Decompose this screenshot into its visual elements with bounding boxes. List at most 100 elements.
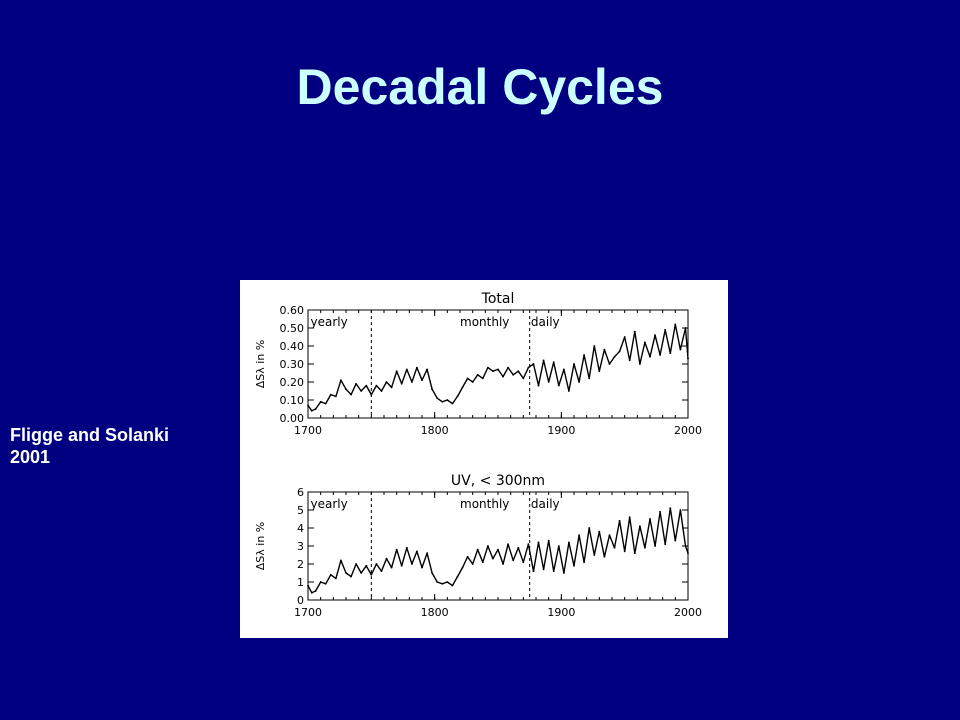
data-point — [654, 334, 656, 337]
data-point — [487, 545, 489, 547]
data-point — [557, 545, 560, 547]
data-point — [527, 366, 530, 369]
data-point — [608, 534, 611, 537]
y-axis-label: ΔSλ in % — [254, 522, 267, 571]
data-point — [684, 545, 687, 547]
data-point — [502, 375, 504, 378]
data-point — [522, 561, 525, 564]
data-point — [405, 368, 408, 371]
data-point — [497, 368, 499, 371]
data-point — [537, 384, 540, 387]
data-point — [507, 366, 509, 369]
data-point — [659, 510, 661, 513]
data-point — [669, 352, 672, 355]
data-point — [568, 541, 570, 544]
data-point — [360, 572, 363, 574]
data-point — [476, 373, 479, 376]
data-point — [395, 370, 398, 373]
data-point — [481, 377, 484, 380]
y-tick-label: 0 — [297, 594, 304, 607]
data-point — [314, 590, 317, 592]
data-point — [603, 348, 606, 351]
data-point — [411, 381, 413, 383]
data-point — [345, 572, 347, 574]
data-point — [542, 568, 545, 571]
data-point — [395, 548, 398, 551]
data-point — [644, 341, 646, 344]
data-point — [431, 388, 433, 391]
y-tick-label: 0.20 — [280, 376, 305, 389]
data-point — [421, 379, 423, 382]
data-point — [542, 359, 545, 362]
region-label-monthly: monthly — [460, 497, 509, 511]
data-point — [557, 384, 560, 387]
data-point — [350, 575, 352, 578]
data-point — [456, 395, 459, 398]
data-point — [461, 386, 464, 389]
data-point — [512, 373, 515, 376]
data-point — [517, 370, 520, 373]
data-point — [416, 366, 418, 369]
data-point — [421, 566, 423, 569]
data-point — [628, 359, 631, 362]
data-point — [552, 361, 555, 364]
data-point — [441, 582, 444, 585]
data-point — [345, 388, 347, 391]
y-tick-label: 0.50 — [280, 322, 305, 335]
data-point — [456, 575, 459, 578]
figure-panel: Total 1700 1800 1900 2000 0.00 0.10 0.20 0.30 0.4… — [240, 280, 728, 638]
data-point — [324, 402, 327, 405]
y-tick-label: 4 — [297, 522, 304, 535]
data-point — [563, 572, 565, 574]
y-tick-label: 0.10 — [280, 394, 305, 407]
data-point — [613, 546, 616, 549]
data-point — [355, 563, 357, 565]
data-point — [679, 348, 682, 351]
y-tick-label: 6 — [297, 486, 304, 499]
data-point — [684, 327, 687, 329]
data-point — [659, 354, 661, 356]
region-label-daily: daily — [531, 315, 560, 329]
data-point — [400, 382, 403, 385]
data-point — [522, 377, 525, 380]
citation-authors: Fligge and Solanki — [10, 425, 170, 445]
y-tick-label: 1 — [297, 576, 304, 589]
data-point — [461, 566, 464, 569]
data-point — [335, 395, 337, 398]
data-point — [608, 363, 611, 365]
data-point — [370, 393, 373, 396]
data-point — [307, 584, 309, 587]
data-point — [537, 541, 540, 544]
data-point — [674, 539, 677, 542]
data-point — [618, 519, 621, 522]
data-point — [314, 408, 317, 410]
data-point — [380, 390, 383, 392]
y-tick-label: 0.40 — [280, 340, 305, 353]
data-point — [405, 546, 408, 549]
y-axis-label: ΔSλ in % — [254, 340, 267, 389]
data-point — [687, 357, 689, 360]
data-point — [598, 530, 601, 533]
data-point — [578, 534, 580, 537]
data-point — [446, 399, 449, 401]
data-point — [588, 527, 591, 529]
chart-title: UV, < 300nm — [451, 473, 545, 489]
data-point — [426, 368, 428, 371]
y-tick-label: 3 — [297, 540, 304, 553]
data-point — [512, 559, 515, 562]
data-point — [633, 552, 636, 555]
chart-panel-2: UV, < 300nm 1700 1800 1900 2000 0 1 2 3 4 5 6 ΔSλ in… — [254, 473, 702, 619]
data-point — [679, 509, 682, 511]
data-point — [593, 554, 596, 556]
data-point — [335, 577, 337, 580]
data-point — [583, 354, 585, 356]
data-point — [446, 581, 449, 583]
data-point — [547, 381, 550, 383]
x-tick-label: 2000 — [674, 606, 702, 619]
data-point — [416, 550, 418, 553]
data-point — [329, 393, 332, 396]
data-point — [664, 328, 667, 331]
region-label-yearly: yearly — [311, 497, 348, 511]
data-point — [664, 543, 667, 546]
data-point — [603, 555, 606, 558]
